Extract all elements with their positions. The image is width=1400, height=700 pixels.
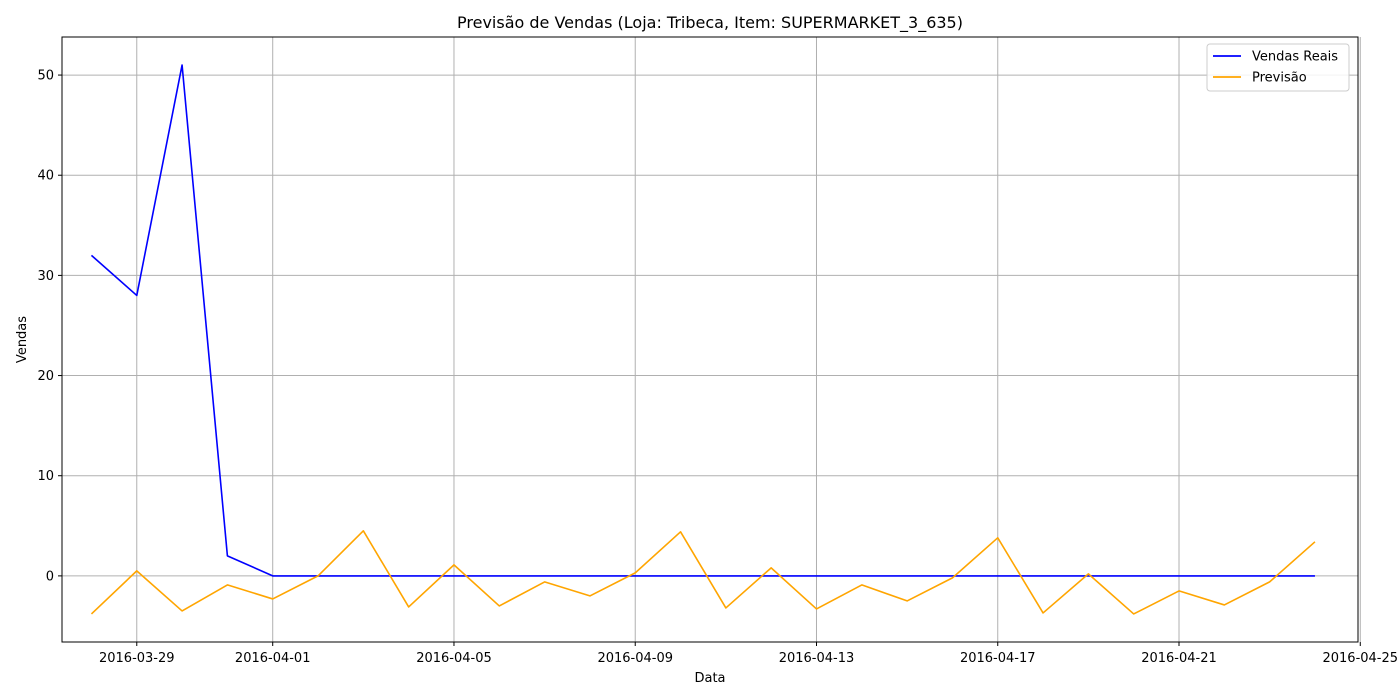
series-line-previsao [90, 530, 1316, 615]
y-tick-label: 30 [37, 269, 54, 284]
grid [62, 37, 1361, 642]
y-axis-title: Vendas [15, 316, 30, 363]
y-tick-label: 0 [46, 569, 54, 584]
legend-box [1206, 43, 1350, 92]
x-tick-label: 2016-03-29 [99, 651, 175, 666]
y-tick-label: 50 [37, 69, 54, 84]
axis-ticks: 2016-03-29 2016-04-01 2016-04-05 2016-04-09… [37, 69, 1398, 666]
y-tick-label: 20 [37, 369, 54, 384]
x-axis-title: Data [694, 671, 725, 686]
y-tick-label: 40 [37, 169, 54, 184]
plot-area-frame [61, 36, 1359, 643]
x-tick-label: 2016-04-09 [597, 651, 673, 666]
legend-label: Previsão [1252, 71, 1307, 86]
x-tick-label: 2016-04-13 [779, 651, 855, 666]
x-tick-label: 2016-04-05 [416, 651, 492, 666]
y-tick-label: 10 [37, 469, 54, 484]
chart-title: Previsão de Vendas (Loja: Tribeca, Item:… [457, 13, 963, 33]
x-tick-label: 2016-04-17 [960, 651, 1036, 666]
x-tick-label: 2016-04-01 [235, 651, 311, 666]
series-lines [90, 64, 1316, 615]
legend-label: Vendas Reais [1252, 50, 1338, 65]
series-line-vendas-reais [90, 64, 1315, 577]
legend: Vendas Reais Previsão [1206, 43, 1350, 92]
x-tick-label: 2016-04-21 [1141, 651, 1217, 666]
x-tick-label: 2016-04-25 [1322, 651, 1398, 666]
